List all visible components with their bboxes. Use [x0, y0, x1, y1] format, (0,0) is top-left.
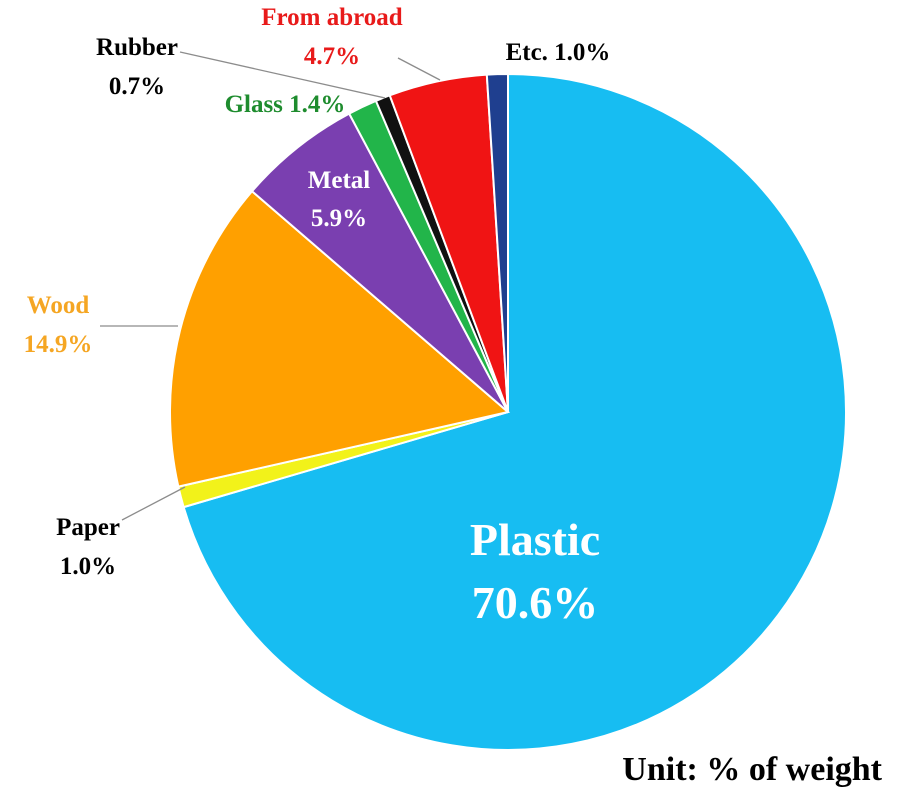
label-plastic: Plastic: [470, 514, 600, 565]
label-paper: Paper: [56, 514, 120, 541]
slice-wood: [169, 189, 511, 488]
label-etc: Etc. 1.0%: [506, 39, 611, 66]
slice-plastic: [182, 72, 847, 751]
leader-line-from-abroad: [397, 57, 441, 81]
value-label-paper: 1.0%: [60, 553, 116, 580]
leader-lines: [100, 51, 441, 521]
value-label-rubber: 0.7%: [109, 73, 165, 100]
label-rubber: Rubber: [96, 34, 178, 61]
value-label-wood: 14.9%: [24, 331, 93, 358]
label-from-abroad: From abroad: [261, 4, 403, 31]
label-metal: Metal: [308, 167, 371, 194]
pie-slices: [169, 72, 847, 751]
value-label-plastic: 70.6%: [472, 577, 599, 628]
leader-line-paper: [121, 486, 186, 521]
value-label-from-abroad: 4.7%: [304, 43, 360, 70]
leader-line-rubber: [179, 51, 386, 99]
label-wood: Wood: [27, 292, 90, 319]
value-label-metal: 5.9%: [311, 205, 367, 232]
slice-etc: [485, 72, 509, 413]
unit-note: Unit: % of weight: [622, 751, 882, 788]
label-glass: Glass 1.4%: [225, 91, 346, 118]
slice-metal: [250, 112, 509, 413]
slice-labels: Plastic 70.6% Paper 1.0% Wood 14.9% Metal 5.9% G…: [24, 4, 611, 628]
